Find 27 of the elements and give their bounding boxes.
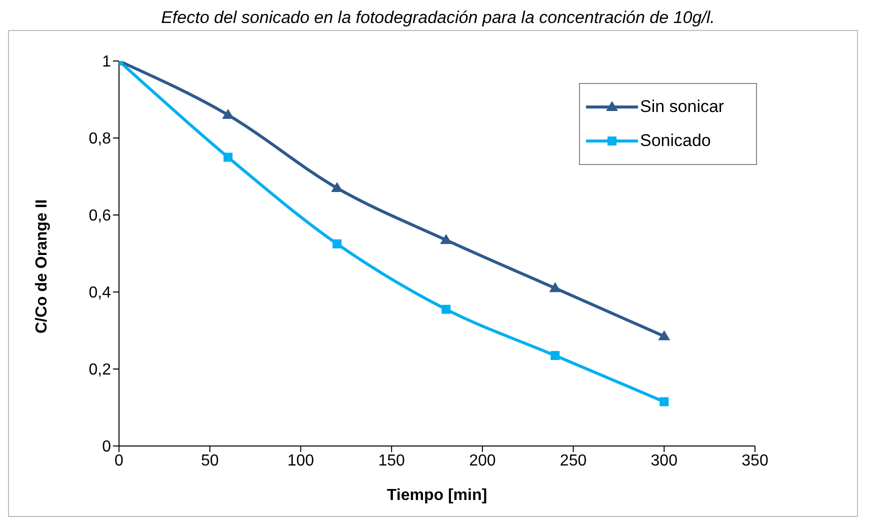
y-tick-label: 0,6 [88, 208, 112, 225]
chart-title: Efecto del sonicado en la fotodegradación para la concentración de 10g/l. [160, 8, 716, 29]
point [332, 239, 342, 248]
point [549, 282, 562, 292]
x-tick-label: 200 [469, 452, 496, 470]
point [658, 330, 670, 340]
point [224, 152, 233, 162]
point [660, 397, 669, 406]
x-tick-label: 50 [200, 452, 219, 470]
x-tick-label: 100 [287, 452, 314, 470]
legend-label: Sonicado [640, 131, 711, 151]
y-tick-label: 0 [102, 438, 112, 456]
x-tick-label: 0 [114, 452, 124, 470]
x-tick-label: 250 [560, 452, 587, 470]
point [440, 234, 452, 244]
point [442, 304, 451, 314]
x-tick-label: 150 [378, 452, 406, 470]
y-axis-title: C/Co de Orange II [34, 199, 51, 334]
y-tick-label: 0,4 [88, 284, 112, 302]
legend-label: Sin sonicar [640, 97, 724, 117]
y-tick-label: 0,2 [88, 362, 112, 379]
x-tick-label: 350 [742, 452, 768, 470]
point [550, 351, 560, 360]
x-tick-label: 300 [650, 452, 678, 470]
y-tick-label: 1 [102, 54, 112, 71]
y-tick-label: 0,8 [88, 130, 112, 148]
x-axis-title: Tiempo [min] [386, 487, 488, 504]
